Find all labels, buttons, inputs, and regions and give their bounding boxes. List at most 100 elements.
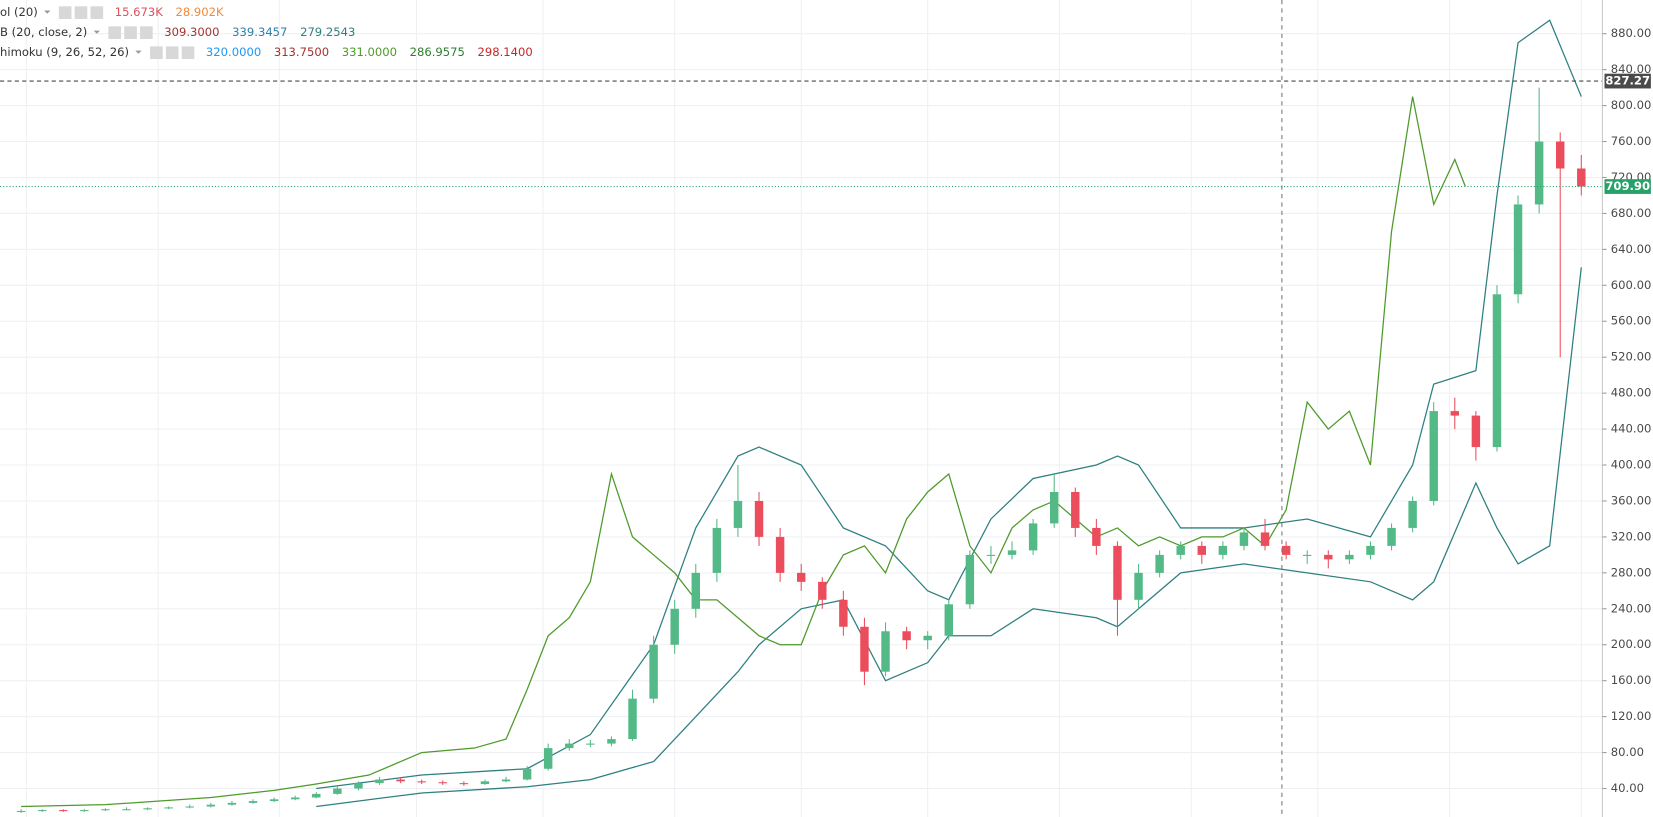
y-tick-label: 80.00 (1611, 745, 1644, 759)
legend-button[interactable] (150, 46, 163, 60)
y-tick-label: 440.00 (1611, 422, 1652, 436)
y-tick-label: 520.00 (1611, 350, 1652, 364)
candle-body (143, 808, 152, 810)
candle-body (1239, 532, 1249, 546)
candle-body (1134, 572, 1143, 600)
candle-body (1302, 554, 1312, 556)
y-tick-label: 160.00 (1611, 673, 1652, 687)
legend-value: 15.673K (115, 5, 164, 19)
candle-body (543, 748, 553, 769)
candle-body (565, 743, 574, 749)
candle-body (354, 783, 363, 789)
candle-body (122, 809, 131, 811)
y-tick-label: 800.00 (1611, 98, 1652, 112)
y-tick-label: 280.00 (1611, 565, 1652, 579)
candle-body (185, 806, 194, 808)
candle-body (1556, 141, 1565, 169)
candle-body (1408, 500, 1417, 528)
y-tick-label: 120.00 (1611, 709, 1652, 723)
legend-dropdown (93, 30, 100, 34)
candle-body (607, 739, 616, 744)
plot (0, 19, 1603, 813)
legend-button[interactable] (58, 6, 72, 19)
candle-body (860, 626, 869, 672)
candle-body (796, 572, 806, 582)
candle-body (775, 536, 785, 573)
legend-value: 331.0000 (342, 45, 397, 59)
y-tick-label: 600.00 (1611, 278, 1652, 292)
y-tick-label: 360.00 (1611, 493, 1652, 507)
candle-body (586, 743, 595, 745)
legend-label: ol (20) (0, 5, 38, 19)
legend-value: 286.9575 (410, 45, 465, 59)
y-tick-label: 320.00 (1611, 529, 1652, 543)
candle-body (670, 608, 679, 645)
candle-body (754, 500, 764, 537)
legend-value: 309.3000 (164, 25, 219, 39)
candle-body (290, 797, 300, 800)
candle-body (1113, 545, 1122, 600)
candle-body (818, 581, 827, 600)
candle-body (501, 779, 511, 782)
candle-body (839, 599, 848, 627)
legend-button[interactable] (90, 6, 104, 19)
candle-body (1071, 491, 1080, 528)
candle-body (1007, 550, 1017, 555)
candle-body (480, 781, 490, 785)
legend-button[interactable] (140, 26, 153, 40)
candle-body (438, 782, 447, 784)
legend-button[interactable] (181, 46, 195, 60)
legend-label: B (20, close, 2) (0, 25, 87, 39)
candle-body (227, 802, 237, 805)
indicator-line (316, 19, 1582, 790)
candle-body (1471, 415, 1481, 448)
candle-body (1534, 141, 1544, 205)
candle-body (1281, 545, 1291, 555)
candle-body (1366, 545, 1375, 555)
candle-body (16, 810, 26, 813)
price-label-bg (1604, 179, 1651, 194)
legend-button[interactable] (165, 46, 179, 60)
candle-body (923, 635, 932, 641)
y-tick-label: 400.00 (1611, 458, 1652, 472)
candle-body (881, 631, 890, 672)
legend-value: 298.1400 (478, 45, 533, 59)
legend-button[interactable] (124, 26, 137, 40)
candle-body (206, 804, 216, 807)
y-tick-label: 880.00 (1611, 26, 1652, 40)
legend-dropdown (44, 10, 51, 14)
candle-body (1345, 554, 1354, 560)
candle-body (1577, 168, 1586, 187)
candle-body (59, 810, 68, 812)
candle-body (375, 779, 384, 784)
candle-body (628, 698, 637, 740)
y-tick-label: 40.00 (1611, 781, 1644, 795)
legend-dropdown (135, 50, 142, 54)
candle-body (1028, 523, 1038, 551)
candle-body (80, 810, 89, 812)
candle-body (965, 554, 975, 605)
y-tick-label: 680.00 (1611, 206, 1652, 220)
legend-value: 339.3457 (232, 25, 287, 39)
candle-body (164, 807, 173, 809)
candle-body (986, 554, 996, 556)
legend-button[interactable] (74, 6, 88, 19)
candle-body (1492, 294, 1502, 448)
legend-value: 320.0000 (206, 45, 261, 59)
price-axis-bg (1602, 0, 1653, 817)
candle-body (649, 644, 658, 699)
candle-body (248, 801, 258, 803)
legend-value: 279.2543 (300, 25, 355, 39)
candle-body (417, 781, 426, 783)
candle-body (1324, 554, 1333, 560)
legend-button[interactable] (108, 26, 122, 40)
candle-body (944, 604, 954, 636)
candle-body (1260, 532, 1270, 546)
price-label-bg (1604, 73, 1651, 89)
indicator-line (316, 267, 1582, 808)
candle-body (1092, 527, 1101, 546)
candle-body (459, 783, 469, 785)
price-label: 709.90 (1605, 179, 1650, 193)
